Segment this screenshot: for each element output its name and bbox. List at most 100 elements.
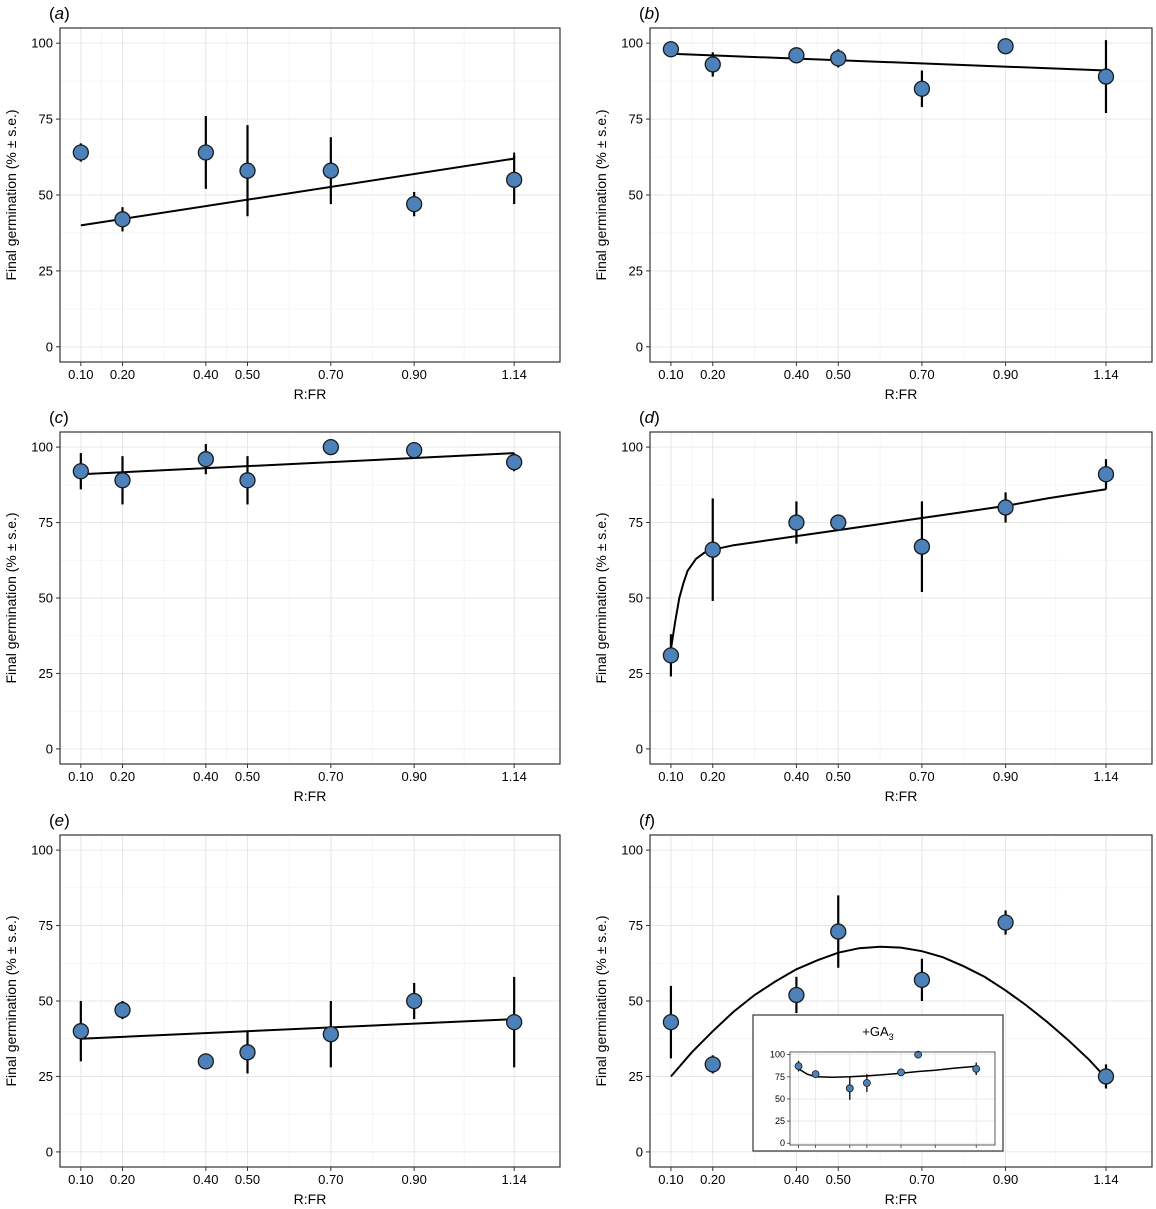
panel-border <box>649 27 1153 363</box>
gridlines <box>650 432 1152 764</box>
y-tick-label: 0 <box>636 339 643 354</box>
panel-border <box>59 27 561 363</box>
x-tick-label: 0.10 <box>68 769 93 784</box>
data-point <box>997 499 1014 516</box>
x-axis-title: R:FR <box>294 1191 327 1207</box>
x-tick-label: 0.70 <box>909 769 934 784</box>
panel-letter: e <box>55 811 64 830</box>
inset-data-point <box>794 1062 803 1071</box>
inset-data-point <box>845 1084 854 1093</box>
data-point <box>1097 466 1115 483</box>
data-point <box>788 47 805 64</box>
y-axis-title: Final germination (% ± s.e.) <box>3 915 19 1086</box>
panel-e: 0 25 50 75 100 0.10 0.20 0.40 0.50 0.70 0.90 1.14 R:… <box>3 811 561 1207</box>
x-axis-title: R:FR <box>885 1191 918 1207</box>
data-point <box>1097 1068 1115 1085</box>
data-point <box>506 171 523 188</box>
fit-line <box>80 157 515 227</box>
x-tick-label: 1.14 <box>502 769 527 784</box>
x-tick-label: 0.70 <box>318 769 343 784</box>
inset-title-subscript: 3 <box>889 1032 894 1042</box>
data-point <box>913 971 931 989</box>
fit-line <box>80 1018 515 1040</box>
panel-letter: a <box>55 4 64 23</box>
data-point <box>704 1056 721 1073</box>
inset-y-tick-label: 50 <box>775 1094 785 1104</box>
inset-y-tick-label: 25 <box>775 1116 785 1126</box>
data-point <box>913 80 931 97</box>
y-tick-label: 50 <box>39 994 53 1009</box>
x-tick-label: 0.20 <box>110 1172 135 1187</box>
x-tick-label: 0.50 <box>826 1172 851 1187</box>
x-tick-label: 0.70 <box>909 367 934 382</box>
y-tick-label: 25 <box>629 263 643 278</box>
x-tick-label: 1.14 <box>502 367 527 382</box>
panel-letter: c <box>55 408 64 427</box>
inset-data-point <box>811 1070 820 1079</box>
inset-data-point <box>862 1079 871 1087</box>
data-point <box>322 162 339 179</box>
panel-border <box>59 834 561 1168</box>
inset-plot-area <box>790 1052 995 1145</box>
fit-line <box>80 452 515 476</box>
y-tick-label: 0 <box>46 741 53 756</box>
fit-line <box>670 945 1107 1079</box>
y-axis-title: Final germination (% ± s.e.) <box>593 109 609 280</box>
data-point <box>406 441 423 459</box>
x-tick-label: 0.20 <box>700 367 725 382</box>
x-tick-label: 0.20 <box>110 367 135 382</box>
y-tick-label: 100 <box>31 440 53 455</box>
x-axis-title: R:FR <box>294 386 327 402</box>
y-axis-title: Final germination (% ± s.e.) <box>3 512 19 683</box>
data-point <box>197 451 214 468</box>
panel-letter: f <box>645 811 652 830</box>
x-tick-label: 0.90 <box>402 769 427 784</box>
inset-y-tick-label: 75 <box>775 1072 785 1082</box>
panel-border <box>649 431 1153 765</box>
y-tick-label: 75 <box>39 112 53 127</box>
gridlines <box>650 28 1152 362</box>
data-point <box>704 56 721 73</box>
inset-data-point <box>914 1050 923 1059</box>
x-tick-label: 0.20 <box>700 769 725 784</box>
panel-letter: d <box>645 408 655 427</box>
data-point <box>197 1053 214 1070</box>
x-tick-label: 0.40 <box>193 1172 218 1187</box>
y-tick-label: 25 <box>39 1069 53 1084</box>
x-tick-label: 0.50 <box>235 1172 260 1187</box>
y-tick-label: 100 <box>31 843 53 858</box>
y-tick-label: 0 <box>636 741 643 756</box>
x-tick-label: 0.40 <box>193 367 218 382</box>
data-point <box>114 472 131 489</box>
y-tick-label: 50 <box>629 994 643 1009</box>
x-tick-label: 0.40 <box>784 769 809 784</box>
x-tick-label: 0.10 <box>658 1172 683 1187</box>
data-point <box>239 1044 256 1061</box>
y-tick-label: 25 <box>39 263 53 278</box>
x-tick-label: 0.20 <box>110 769 135 784</box>
panel-label: (e) <box>49 811 70 830</box>
fit-line <box>670 52 1107 72</box>
x-tick-label: 0.50 <box>235 367 260 382</box>
y-tick-label: 25 <box>39 666 53 681</box>
data-point <box>830 514 847 531</box>
y-tick-label: 100 <box>621 843 643 858</box>
panel-d: 0 25 50 75 100 0.10 0.20 0.40 0.50 0.70 0.90 1.14 R:… <box>593 408 1153 804</box>
panel-label: (a) <box>49 4 70 23</box>
panel-letter: b <box>645 4 654 23</box>
x-tick-label: 0.90 <box>993 367 1018 382</box>
data-point <box>322 1026 339 1043</box>
fit-line <box>669 488 1107 650</box>
x-axis-title: R:FR <box>294 788 327 804</box>
x-tick-label: 0.10 <box>658 769 683 784</box>
x-tick-label: 1.14 <box>1093 367 1118 382</box>
panel-a: 0 25 50 75 100 0.10 0.20 0.40 0.50 0.70 0.90 1.14 R:… <box>3 4 561 402</box>
data-point <box>114 211 131 228</box>
inset-y-tick-label: 0 <box>780 1138 785 1148</box>
y-tick-label: 75 <box>629 112 643 127</box>
data-point <box>239 472 256 489</box>
x-tick-label: 0.90 <box>402 367 427 382</box>
y-tick-label: 0 <box>636 1144 643 1159</box>
y-tick-label: 0 <box>46 339 53 354</box>
